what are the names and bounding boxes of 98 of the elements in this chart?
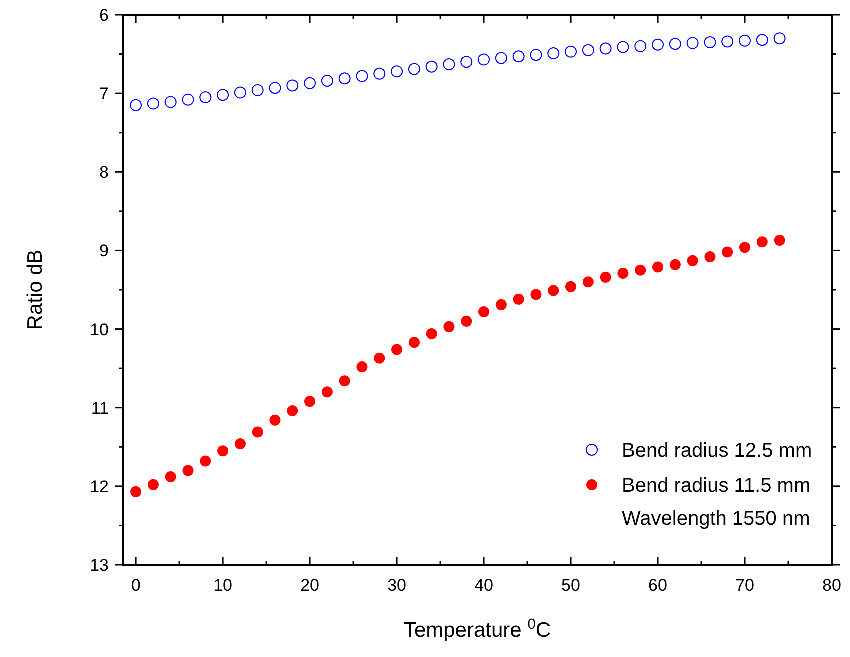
point [408,63,420,76]
point [252,84,264,96]
point [478,54,490,66]
point [582,276,594,288]
annotation: Wavelength 1550 nm [622,508,810,530]
point [234,438,246,450]
point [495,52,508,64]
point [218,446,229,457]
point [496,299,507,310]
point [774,235,786,246]
point [704,252,716,262]
point [338,72,351,85]
point [148,479,159,490]
x-tick-label: 50 [562,576,580,595]
x-tick-label: 0 [131,576,141,595]
point [287,406,298,416]
point [356,362,368,372]
point [392,344,403,356]
y-tick-label: 7 [100,84,109,104]
point [618,268,629,279]
point [530,49,542,62]
point [704,36,716,48]
legend-label: Bend radius 12.5 mm [622,440,812,462]
point [391,66,404,78]
point [530,289,542,300]
point [304,396,316,408]
point [444,321,455,332]
point [270,414,281,426]
point [426,328,438,340]
point [513,294,524,305]
y-tick-label: 6 [100,6,109,25]
point [756,34,768,46]
point [670,259,681,270]
point [634,40,647,52]
point [722,246,734,258]
x-axis-title: Temperature $^{0}$C [404,617,552,642]
point [165,472,176,482]
point [200,456,212,467]
point [600,42,612,55]
point [548,285,560,296]
point [686,37,699,50]
point [740,242,751,254]
point [600,272,612,283]
point [321,75,334,87]
point [652,38,664,51]
point [652,262,664,273]
point [617,41,630,54]
point [182,465,194,476]
point [739,34,752,47]
point [164,96,177,108]
x-tick-label: 20 [300,576,320,595]
point [356,70,368,82]
point [182,94,194,106]
x-tick-label: 10 [214,576,233,595]
point [426,60,438,73]
x-tick-label: 60 [648,576,668,595]
y-tick-label: 12 [90,477,109,496]
point [269,82,282,94]
point [252,426,264,438]
x-tick-label: 40 [474,576,494,595]
point [478,306,490,318]
point [443,58,456,70]
point [582,44,594,56]
point [147,98,160,110]
point [774,32,786,45]
point [304,77,316,90]
y-tick-label: 9 [100,242,109,261]
point [722,36,734,48]
point [374,68,386,80]
point [687,255,698,266]
y-tick-label: 11 [91,398,109,418]
point [460,56,473,68]
point [565,46,578,58]
point [130,99,142,112]
point [200,92,212,104]
point [635,264,646,276]
point [217,89,230,102]
y-axis-title: Ratio dB [24,250,47,330]
point [408,337,420,348]
point [339,376,350,387]
point [512,50,525,63]
point [286,80,299,92]
y-tick-label: 13 [90,556,109,575]
x-tick-label: 70 [736,576,754,595]
point [234,86,246,99]
point [669,38,682,50]
y-tick-label: 8 [100,163,109,182]
point [548,48,560,60]
point [374,352,386,364]
point [461,316,472,327]
legend-label: Bend radius 11.5 mm [622,475,811,497]
x-tick-label: 30 [388,576,406,595]
point [756,236,768,248]
x-tick-label: 80 [822,576,842,595]
point [322,386,333,398]
point [130,486,142,498]
y-tick-label: 10 [90,320,109,340]
point [566,281,577,292]
